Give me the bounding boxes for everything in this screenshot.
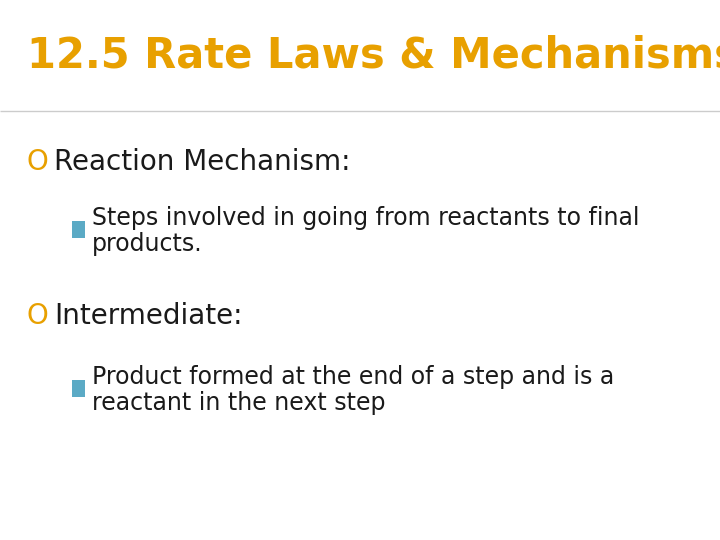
Text: 12.5 Rate Laws & Mechanisms: 12.5 Rate Laws & Mechanisms [27, 35, 720, 76]
Text: Steps involved in going from reactants to final: Steps involved in going from reactants t… [92, 206, 639, 230]
Text: O: O [27, 302, 48, 330]
Text: O: O [27, 148, 48, 176]
Text: reactant in the next step: reactant in the next step [92, 392, 386, 415]
Text: products.: products. [92, 232, 203, 256]
Bar [72, 380, 85, 397]
Text: Intermediate:: Intermediate: [54, 302, 243, 330]
Bar [72, 221, 85, 238]
Text: Product formed at the end of a step and is a: Product formed at the end of a step and … [92, 365, 614, 389]
Text: Reaction Mechanism:: Reaction Mechanism: [54, 148, 351, 176]
